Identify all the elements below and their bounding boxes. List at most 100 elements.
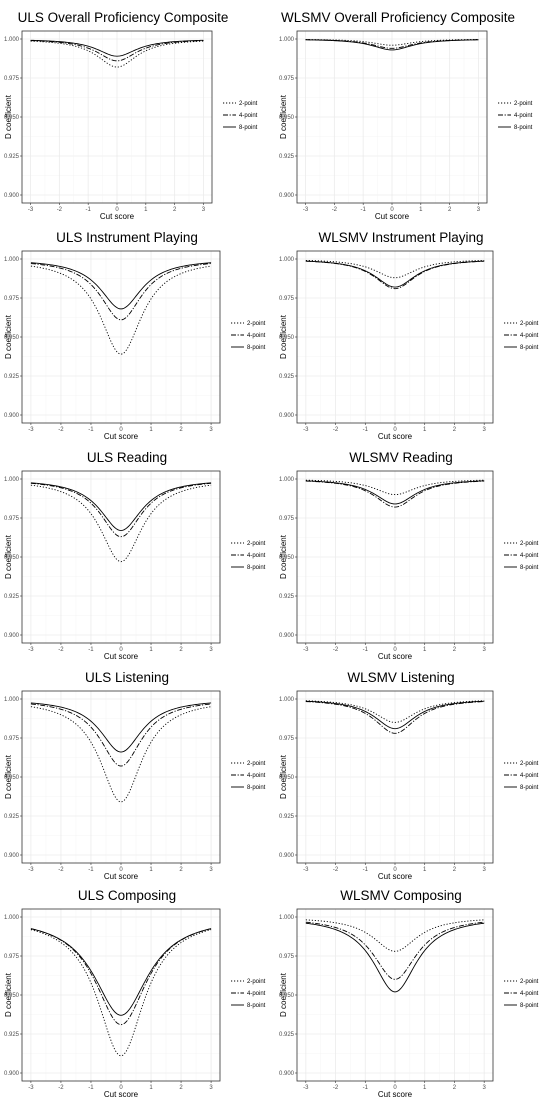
y-axis-label: D coefficient (279, 94, 288, 139)
x-tick-label: 2 (179, 427, 183, 433)
y-axis-label: D coefficient (4, 534, 13, 579)
x-tick-label: 0 (393, 647, 397, 653)
y-tick-label: 0.900 (279, 1071, 295, 1077)
x-tick-label: -2 (58, 867, 64, 873)
y-tick-label: 0.925 (279, 594, 295, 600)
chart-panel: ULS Overall Proficiency Composite 0.900 0.… (4, 10, 258, 221)
y-tick-label: 0.950 (279, 115, 295, 121)
grid (297, 251, 493, 423)
series-line-4-point (305, 701, 485, 734)
x-tick-label: -3 (303, 1085, 309, 1091)
x-tick-label: 0 (390, 207, 394, 213)
chart-panel: ULS Listening 0.900 0.925 0.950 0.975 1.000 -3… (4, 670, 266, 881)
legend-label: 8-point (247, 345, 266, 351)
x-tick-label: -3 (303, 647, 309, 653)
x-tick-label: 1 (149, 647, 153, 653)
legend-label: 2-point (520, 979, 539, 985)
x-tick-label: 2 (453, 867, 457, 873)
legend-label: 2-point (247, 541, 266, 547)
y-tick-label: 0.900 (4, 193, 20, 199)
x-tick-label: 0 (115, 207, 119, 213)
y-tick-label: 0.900 (4, 1071, 20, 1077)
y-tick-label: 0.925 (279, 154, 295, 160)
x-tick-label: -3 (28, 427, 34, 433)
x-tick-label: -2 (57, 207, 63, 213)
x-axis-label: Cut score (378, 652, 413, 661)
x-tick-label: -1 (363, 867, 369, 873)
y-tick-label: 0.950 (279, 993, 295, 999)
chart-title: ULS Reading (87, 450, 167, 465)
x-tick-label: -2 (58, 647, 64, 653)
series-line-2-point (305, 259, 485, 279)
legend-label: 8-point (247, 785, 266, 791)
x-tick-label: 3 (483, 647, 487, 653)
legend-label: 2-point (239, 101, 258, 107)
x-tick-label: -1 (88, 647, 94, 653)
series-line-2-point (30, 706, 212, 803)
x-tick-label: -3 (303, 427, 309, 433)
legend-label: 8-point (247, 565, 266, 571)
x-tick-label: 3 (202, 207, 206, 213)
y-tick-label: 0.975 (279, 954, 295, 960)
y-tick-label: 0.950 (279, 335, 295, 341)
y-tick-label: 0.900 (4, 633, 20, 639)
grid (22, 691, 220, 863)
y-tick-label: 1.000 (279, 477, 295, 483)
legend-label: 2-point (247, 321, 266, 327)
legend-label: 8-point (247, 1003, 266, 1009)
series-line-2-point (305, 479, 485, 496)
chart-panel: WLSMV Composing 0.900 0.925 0.950 0.975 1.000… (279, 888, 539, 1099)
series-line-4-point (30, 703, 212, 767)
x-tick-label: 2 (179, 1085, 183, 1091)
y-tick-label: 0.950 (4, 115, 20, 121)
x-tick-label: 3 (209, 867, 213, 873)
legend-label: 2-point (520, 541, 539, 547)
chart-title: ULS Listening (85, 670, 169, 685)
legend-label: 4-point (247, 333, 266, 339)
y-tick-label: 0.925 (279, 374, 295, 380)
legend-label: 4-point (520, 553, 539, 559)
x-tick-label: -2 (58, 1085, 64, 1091)
x-tick-label: 1 (423, 427, 427, 433)
x-tick-label: -1 (363, 427, 369, 433)
legend-label: 8-point (520, 1003, 539, 1009)
grid (22, 909, 220, 1081)
x-tick-label: -1 (88, 867, 94, 873)
y-tick-label: 0.900 (279, 413, 295, 419)
x-axis-label: Cut score (375, 212, 410, 221)
chart-title: ULS Composing (78, 888, 176, 903)
x-tick-label: 3 (483, 427, 487, 433)
x-tick-label: -2 (58, 427, 64, 433)
x-tick-label: 2 (453, 1085, 457, 1091)
legend-label: 2-point (514, 101, 533, 107)
chart-panel: WLSMV Instrument Playing 0.900 0.925 0.950 0… (279, 230, 539, 441)
y-tick-label: 1.000 (4, 257, 20, 263)
legend-label: 4-point (247, 553, 266, 559)
x-tick-label: 0 (119, 1085, 123, 1091)
x-tick-label: 1 (144, 207, 148, 213)
x-tick-label: 0 (393, 867, 397, 873)
legend-label: 4-point (247, 991, 266, 997)
x-tick-label: 1 (423, 647, 427, 653)
legend-label: 2-point (247, 761, 266, 767)
y-tick-label: 1.000 (279, 37, 295, 43)
legend-label: 8-point (520, 785, 539, 791)
y-tick-label: 0.950 (279, 775, 295, 781)
y-tick-label: 1.000 (279, 257, 295, 263)
y-tick-label: 1.000 (4, 477, 20, 483)
legend-label: 4-point (514, 113, 533, 119)
x-tick-label: -2 (333, 647, 339, 653)
x-tick-label: 1 (423, 867, 427, 873)
x-tick-label: 1 (419, 207, 423, 213)
series-line-2-point (305, 919, 485, 952)
x-tick-label: 3 (209, 647, 213, 653)
y-axis-label: D coefficient (279, 972, 288, 1017)
y-axis-label: D coefficient (279, 534, 288, 579)
x-tick-label: 0 (119, 647, 123, 653)
chart-panel: ULS Composing 0.900 0.925 0.950 0.975 1.000 -3… (4, 888, 266, 1099)
x-axis-label: Cut score (378, 872, 413, 881)
chart-title: WLSMV Listening (347, 670, 454, 685)
y-tick-label: 0.975 (279, 76, 295, 82)
x-tick-label: -1 (363, 1085, 369, 1091)
y-tick-label: 0.975 (4, 954, 20, 960)
